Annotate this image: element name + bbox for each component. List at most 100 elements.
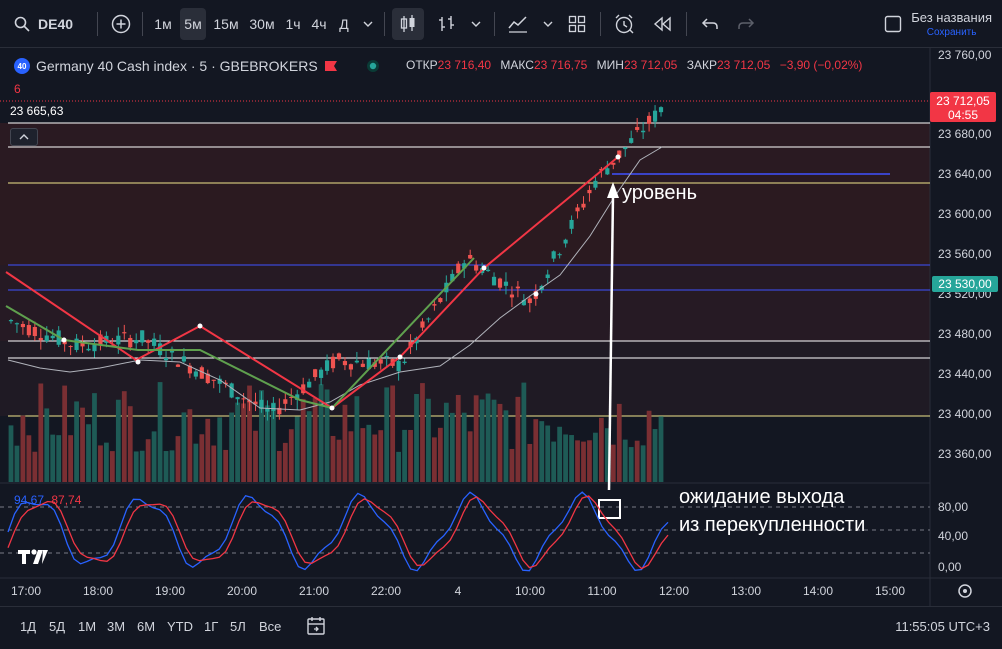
volume-bar (658, 416, 664, 482)
layout-name[interactable]: Без названия Сохранить (911, 10, 992, 38)
candle-body (557, 254, 562, 256)
time-axis-label: 17:00 (11, 584, 41, 598)
study-count[interactable]: 6 (14, 82, 21, 96)
layout-panel-button[interactable] (880, 8, 906, 40)
range-all[interactable]: Все (259, 619, 282, 634)
price-axis-label: 23 400,00 (938, 407, 992, 421)
symbol-search[interactable]: DE40 (8, 8, 92, 40)
volume-bar (616, 403, 622, 482)
layout-save-status[interactable]: Сохранить (926, 27, 977, 38)
volume-bar (426, 398, 431, 482)
candle-body (497, 278, 503, 288)
range-ytd[interactable]: YTD (167, 619, 193, 634)
candle-body (378, 359, 383, 364)
symbol-legend[interactable]: 40 Germany 40 Cash index · 5 · GBEBROKER… (14, 58, 380, 74)
volume-bar (223, 449, 229, 482)
volume-bar (503, 410, 509, 482)
interval-1m[interactable]: 1м (154, 16, 172, 32)
candle-body (187, 365, 192, 374)
symbol-title: Germany 40 Cash index · 5 · GBEBROKERS (36, 58, 318, 74)
interval-15m[interactable]: 15м (213, 16, 239, 32)
volume-bar (628, 447, 634, 482)
volume-bar (622, 439, 628, 482)
volume-bar (14, 445, 20, 482)
candle-body (521, 300, 526, 306)
time-axis-label: 11:00 (587, 584, 616, 598)
indicators-dropdown[interactable] (538, 8, 558, 40)
candle-body (635, 127, 640, 130)
volume-bar (557, 426, 563, 482)
pivot-points (61, 154, 621, 411)
calendar-icon[interactable] (306, 615, 326, 637)
undo-button[interactable] (694, 8, 726, 40)
alert-button[interactable] (608, 8, 640, 40)
candle-body (211, 379, 216, 381)
interval-30m[interactable]: 30м (249, 16, 275, 32)
panel-icon (884, 15, 902, 33)
current-price-value: 23 712,05 (936, 94, 990, 108)
range-3m[interactable]: 3М (107, 619, 126, 634)
layout-button[interactable] (562, 8, 592, 40)
chart-canvas[interactable]: 23 760,00 23 680,00 23 640,00 23 600,00 23 5… (0, 0, 1002, 606)
stoch-k-value: 94,67 (14, 493, 45, 507)
time-axis-label: 20:00 (227, 584, 257, 598)
interval-5m[interactable]: 5м (180, 8, 206, 40)
chart-line-icon (508, 16, 527, 33)
market-status-icon (366, 60, 379, 72)
interval-1d[interactable]: Д (339, 16, 349, 32)
volume-bar (390, 385, 396, 482)
volume-bars (8, 382, 664, 482)
time-axis[interactable]: 17:00 18:00 19:00 20:00 21:00 22:00 4 10:00 11:0… (11, 584, 905, 598)
collapse-legend-button[interactable] (10, 128, 38, 146)
candle-body (569, 219, 574, 229)
volume-bar (396, 451, 402, 482)
candle-body (235, 397, 240, 400)
candle-body (450, 273, 455, 282)
range-5y[interactable]: 5Л (230, 619, 246, 634)
volume-bar (86, 424, 91, 482)
alarm-clock-icon (615, 14, 634, 34)
price-axis-label: 23 680,00 (938, 127, 992, 141)
volume-bar (92, 393, 97, 482)
candle-body (199, 367, 204, 379)
redo-button[interactable] (730, 8, 762, 40)
settings-icon[interactable] (958, 584, 972, 598)
candle-body (32, 327, 37, 337)
time-axis-label: 15:00 (875, 584, 905, 598)
volume-bar (193, 443, 199, 482)
candle-body (122, 332, 127, 334)
utc-clock[interactable]: 11:55:05 UTC+3 (895, 619, 990, 634)
range-6m[interactable]: 6М (137, 619, 156, 634)
interval-1h[interactable]: 1ч (285, 16, 301, 32)
interval-4h[interactable]: 4ч (311, 16, 327, 32)
candle-body (277, 407, 282, 415)
candle-body (217, 378, 222, 384)
oscillator-legend[interactable]: 94,67 87,74 (14, 493, 81, 507)
volume-bar (276, 450, 282, 482)
range-1m[interactable]: 1М (78, 619, 97, 634)
candle-body (581, 203, 586, 208)
chart-type-dropdown[interactable] (466, 8, 486, 40)
candles-button[interactable] (392, 8, 424, 40)
interval-dropdown[interactable] (358, 8, 378, 40)
indicators-chart-button[interactable] (502, 8, 534, 40)
compare-button[interactable] (106, 8, 136, 40)
range-1d[interactable]: 1Д (20, 619, 37, 634)
tradingview-logo[interactable] (16, 546, 50, 566)
candle-body (20, 323, 25, 328)
candle-body (301, 384, 306, 394)
volume-bar (414, 393, 419, 482)
volume-bar (646, 410, 652, 482)
candle-body (515, 286, 520, 289)
stoch-d-line (7, 495, 669, 570)
indicators-button[interactable] (432, 8, 462, 40)
range-1y[interactable]: 1Г (204, 619, 219, 634)
annotation-box (598, 499, 621, 519)
annotation-exit-line2: из перекупленности (679, 514, 866, 536)
volume-bar (80, 407, 85, 482)
price-axis-label: 23 640,00 (938, 167, 992, 181)
replay-button[interactable] (646, 8, 678, 40)
zone-shading (0, 265, 930, 341)
time-axis-label: 13:00 (731, 584, 761, 598)
range-5d[interactable]: 5Д (49, 619, 66, 634)
